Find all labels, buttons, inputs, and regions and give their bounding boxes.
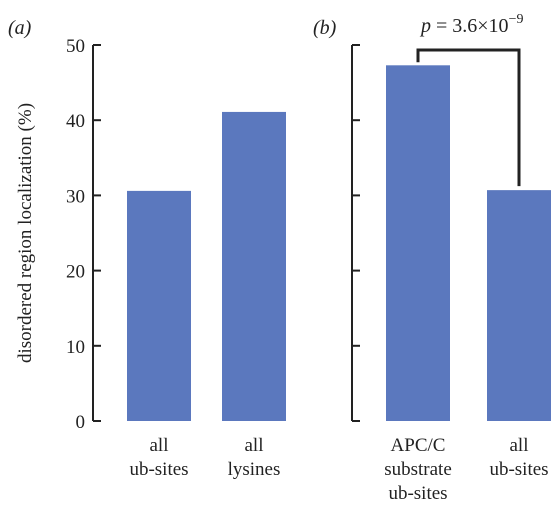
p-value-exponent: −9 xyxy=(509,12,524,27)
p-value-text: = 3.6×10 xyxy=(431,15,509,37)
x-tick-label-line: all xyxy=(150,435,169,456)
panel-a-x-tick-label: all ub-sites xyxy=(129,435,188,480)
y-tick-label: 30 xyxy=(66,186,85,207)
x-tick-label-line: all xyxy=(510,435,529,456)
x-tick-label-line: lysines xyxy=(228,459,281,480)
panel-a: (a) disordered region localization (%) 0… xyxy=(8,17,286,480)
x-tick-label-line: ub-sites xyxy=(388,483,447,504)
panel-a-bar xyxy=(127,190,191,421)
panel-b-bars xyxy=(386,65,551,421)
panel-b-x-labels: APC/C substrate ub-sites all ub-sites xyxy=(384,435,548,504)
panel-b: (b) APC/C substrate ub-sites all ub-sites p … xyxy=(313,12,551,504)
panel-b-x-tick-label: APC/C substrate ub-sites xyxy=(384,435,452,504)
x-tick-label-line: ub-sites xyxy=(489,459,548,480)
panel-a-x-labels: all ub-sites all lysines xyxy=(129,435,280,480)
y-axis-label: disordered region localization (%) xyxy=(15,103,36,363)
panel-b-bar xyxy=(386,65,450,421)
y-tick-label: 50 xyxy=(66,36,85,57)
panel-b-label: (b) xyxy=(313,17,337,39)
y-tick-label: 0 xyxy=(76,412,86,433)
x-tick-label-line: ub-sites xyxy=(129,459,188,480)
p-value-annotation: p = 3.6×10−9 xyxy=(419,12,523,37)
significance-bracket xyxy=(416,48,521,187)
p-symbol: p xyxy=(419,15,431,37)
x-tick-label-line: APC/C xyxy=(391,435,446,456)
panel-b-y-axis xyxy=(351,44,360,422)
panel-a-y-axis: 0 10 20 30 40 50 xyxy=(66,36,101,433)
panel-b-bar xyxy=(487,190,551,421)
panel-a-bars xyxy=(127,111,286,421)
x-tick-label-line: substrate xyxy=(384,459,452,480)
x-tick-label-line: all xyxy=(245,435,264,456)
y-tick-label: 20 xyxy=(66,262,85,283)
panel-b-x-tick-label: all ub-sites xyxy=(489,435,548,480)
y-tick-label: 10 xyxy=(66,337,85,358)
y-tick-label: 40 xyxy=(66,111,85,132)
panel-a-label: (a) xyxy=(8,17,32,39)
panel-a-x-tick-label: all lysines xyxy=(228,435,281,480)
panel-a-bar xyxy=(222,111,286,421)
